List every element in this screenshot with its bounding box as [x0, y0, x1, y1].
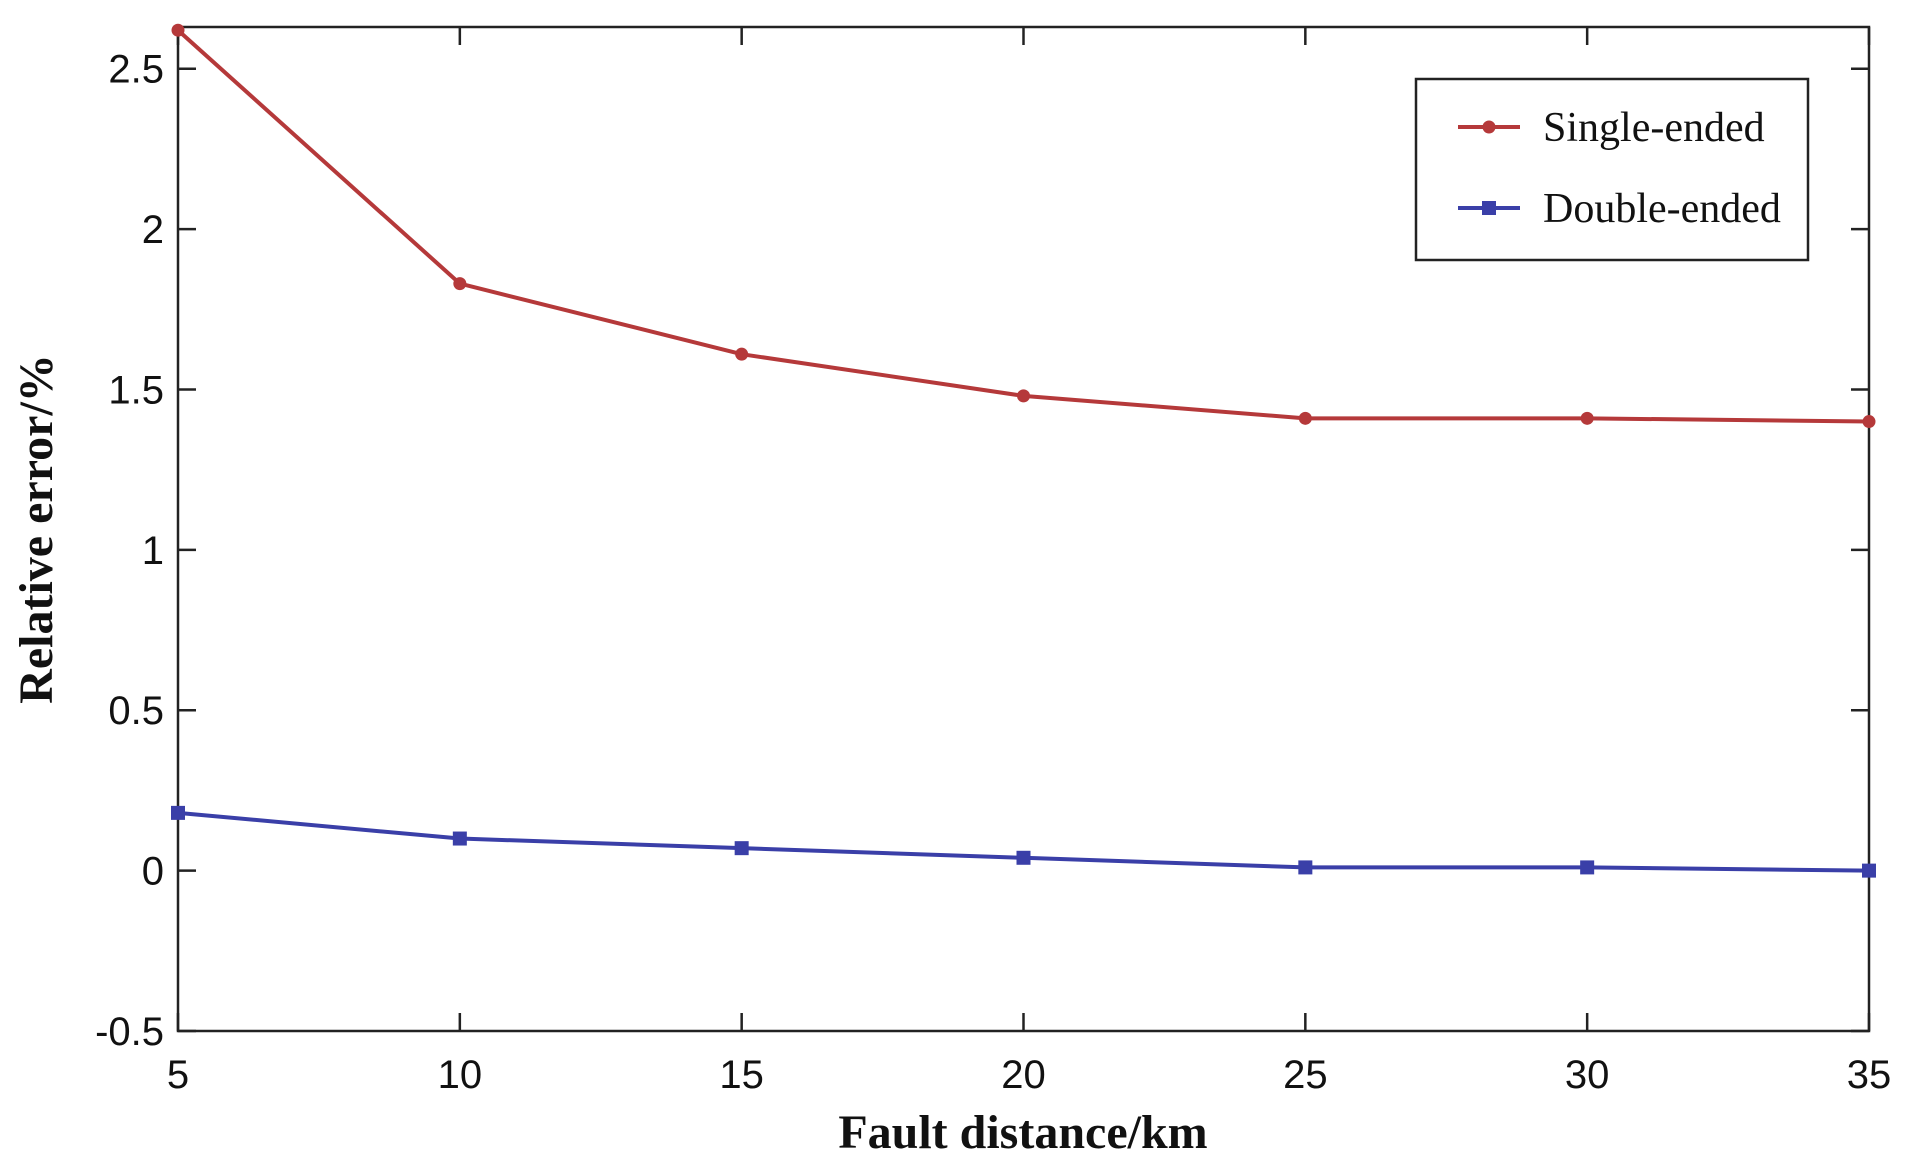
series-1-point — [452, 831, 467, 846]
legend-marker-1 — [1482, 201, 1496, 215]
y-tick-label: 1 — [142, 529, 164, 573]
legend-items: Single-ended Double-ended — [1458, 105, 1781, 232]
legend-marker-0 — [1482, 120, 1496, 134]
series-0-point — [1580, 411, 1594, 425]
x-tick-label: 10 — [438, 1053, 483, 1097]
series-0-point — [1862, 415, 1876, 429]
x-axis-ticks: 5 10 15 20 25 30 35 — [167, 27, 1891, 1097]
series-layer — [171, 23, 1876, 878]
y-axis-ticks: 2.5 2 1.5 1 0.5 0 -0.5 — [95, 48, 1869, 1054]
x-tick-label: 25 — [1283, 1053, 1328, 1097]
x-tick-label: 15 — [719, 1053, 764, 1097]
x-tick-label: 30 — [1565, 1053, 1610, 1097]
x-tick-label: 20 — [1001, 1053, 1046, 1097]
series-1-point — [1016, 850, 1031, 865]
series-1-point — [1862, 863, 1876, 878]
y-tick-label: 2 — [142, 208, 164, 252]
x-tick-label: 5 — [167, 1053, 189, 1097]
legend-box — [1414, 77, 1810, 262]
y-tick-label: -0.5 — [95, 1010, 164, 1054]
x-axis-title: Fault distance/km — [838, 1106, 1207, 1159]
series-0-point — [1017, 389, 1030, 403]
series-1-point — [1580, 860, 1595, 875]
x-tick-label: 35 — [1847, 1053, 1892, 1097]
series-0-point — [735, 347, 749, 361]
y-tick-label: 1.5 — [108, 368, 164, 412]
legend-label-1: Double-ended — [1543, 186, 1781, 232]
series-0-point — [453, 277, 467, 291]
series-0-point — [1298, 411, 1312, 425]
legend: Single-ended Double-ended — [1414, 77, 1810, 262]
series-1-point — [171, 805, 185, 820]
legend-label-0: Single-ended — [1543, 105, 1765, 151]
series-0-point — [171, 23, 185, 37]
y-tick-label: 0 — [142, 850, 164, 894]
series-1-point — [734, 841, 749, 856]
series-1-point — [1298, 860, 1313, 875]
y-tick-label: 0.5 — [108, 689, 164, 733]
y-axis-title: Relative error/% — [10, 354, 63, 704]
y-tick-label: 2.5 — [108, 48, 164, 92]
